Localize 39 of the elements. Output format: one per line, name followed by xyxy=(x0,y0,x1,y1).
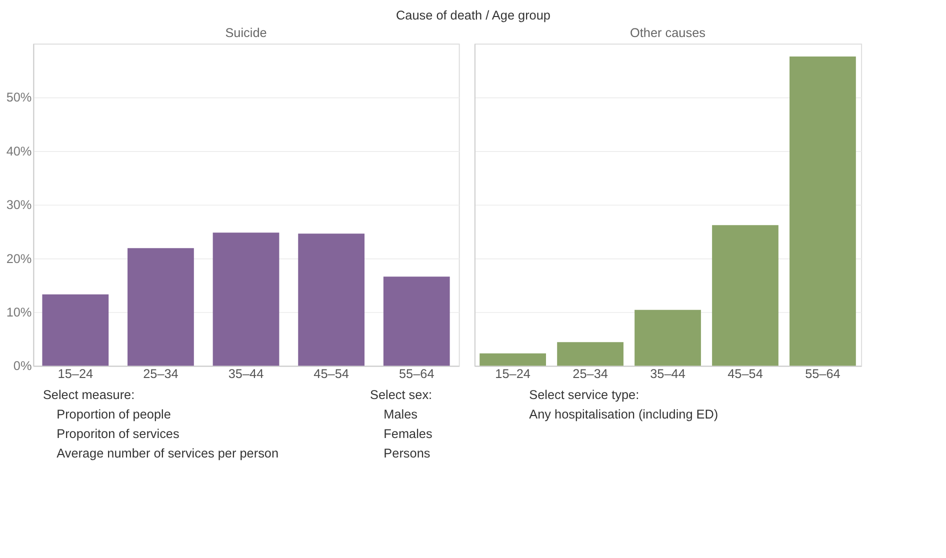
bar xyxy=(42,294,109,366)
bar xyxy=(383,276,450,366)
bar xyxy=(128,248,194,366)
x-tick-label: 25–34 xyxy=(572,366,608,381)
text: Females xyxy=(384,427,432,442)
x-tick-label: 35–44 xyxy=(650,366,686,381)
y-tick-label: 30% xyxy=(6,198,32,212)
text: Average number of services per person xyxy=(56,446,279,461)
y-tick-label: 40% xyxy=(6,144,32,158)
x-tick-label: 55–64 xyxy=(398,366,434,381)
bar xyxy=(790,56,856,366)
text: Cause of death / Age group xyxy=(396,8,550,23)
text: Select measure: xyxy=(42,388,135,402)
text: Proporiton of services xyxy=(56,427,180,442)
x-tick-label: 55–64 xyxy=(805,366,840,381)
bar xyxy=(212,232,280,366)
x-tick-label: 45–54 xyxy=(728,366,763,381)
x-tick-label: 25–34 xyxy=(143,366,178,381)
chart-title: Other causes xyxy=(630,26,706,40)
text: Persons xyxy=(384,446,430,461)
y-tick-label: 50% xyxy=(6,90,32,105)
x-tick-label: 15–24 xyxy=(58,366,94,381)
bar xyxy=(298,234,365,366)
x-tick-label: 45–54 xyxy=(314,366,349,381)
x-tick-label: 35–44 xyxy=(228,366,264,381)
y-tick-label: 0% xyxy=(13,359,32,374)
text: Males xyxy=(384,407,418,422)
text: Any hospitalisation (including ED) xyxy=(529,407,718,422)
y-tick-label: 10% xyxy=(6,305,32,320)
bar xyxy=(557,342,624,366)
chart-title: Suicide xyxy=(225,26,267,40)
bar xyxy=(480,353,546,366)
bar xyxy=(712,225,778,366)
text: Select sex: xyxy=(370,388,432,402)
text: Select service type: xyxy=(529,388,640,402)
x-tick-label: 15–24 xyxy=(495,366,530,381)
y-tick-label: 20% xyxy=(6,252,32,266)
text: Proportion of people xyxy=(56,407,171,422)
bar xyxy=(634,310,701,366)
